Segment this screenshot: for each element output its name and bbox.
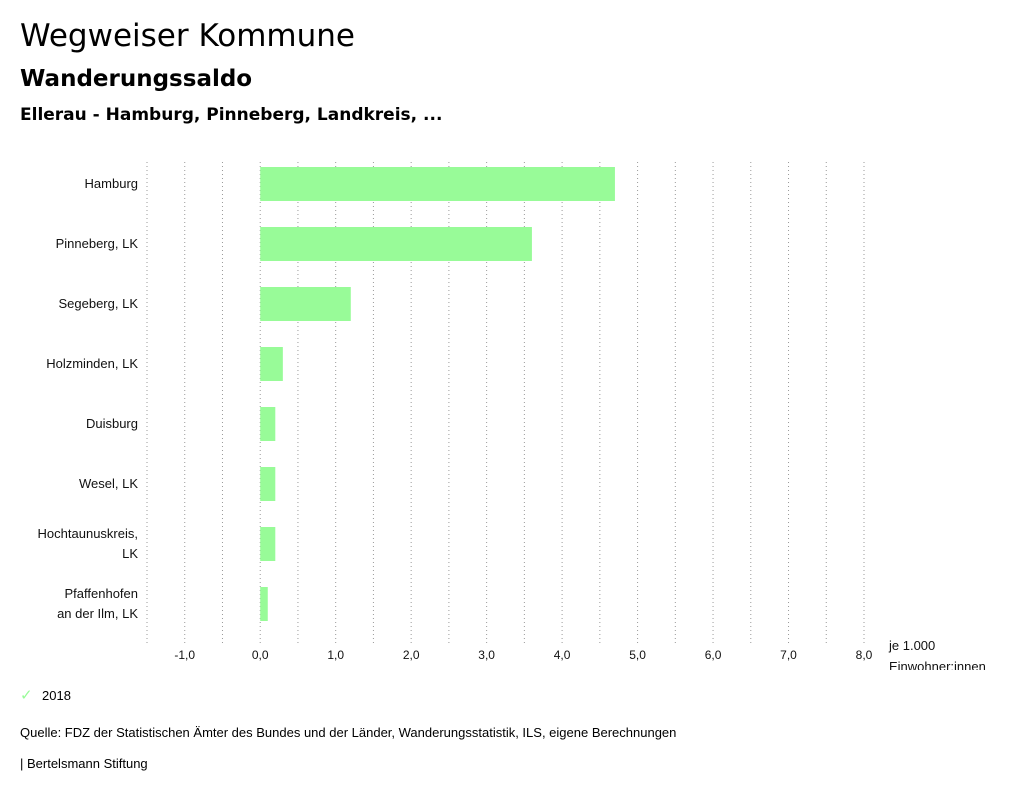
x-tick-label: 2,0	[403, 648, 420, 662]
credit-note: | Bertelsmann Stiftung	[20, 756, 148, 771]
unit-label-line: je 1.000	[888, 638, 935, 653]
x-tick-label: 7,0	[780, 648, 797, 662]
category-label: Hamburg	[85, 176, 138, 191]
unit-label: je 1.000 Einwohner:innen	[888, 638, 986, 670]
category-label: Pfaffenhofen an der Ilm, LK	[57, 586, 138, 621]
x-tick-label: 0,0	[252, 648, 269, 662]
bar-chart: Hamburg Pinneberg, LK Segeberg, LK Holzmind…	[38, 162, 986, 670]
x-tick-label: 1,0	[327, 648, 344, 662]
category-label: Holzminden, LK	[46, 356, 138, 371]
category-label: Duisburg	[86, 416, 138, 431]
bar-5	[260, 467, 276, 501]
bar-0	[260, 167, 615, 201]
x-tick-labels: -1,0 0,0 1,0 2,0 3,0 4,0 5,0 6,0 7,0 8,0	[174, 648, 872, 662]
x-tick-label: -1,0	[174, 648, 195, 662]
check-icon[interactable]: ✓	[20, 687, 33, 704]
bar-7	[260, 587, 268, 621]
region-label: Ellerau - Hamburg, Pinneberg, Landkreis,…	[20, 105, 443, 125]
category-label: Hochtaunuskreis, LK	[38, 526, 139, 561]
x-tick-label: 4,0	[554, 648, 571, 662]
category-label: Segeberg, LK	[58, 296, 138, 311]
unit-label-line: Einwohner:innen	[889, 659, 986, 670]
source-note: Quelle: FDZ der Statistischen Ämter des …	[20, 725, 677, 740]
legend-label: 2018	[42, 687, 71, 703]
x-tick-label: 3,0	[478, 648, 495, 662]
x-tick-label: 5,0	[629, 648, 646, 662]
bar-4	[260, 407, 276, 441]
bar-2	[260, 287, 351, 321]
bar-3	[260, 347, 283, 381]
bar-6	[260, 527, 276, 561]
category-labels: Hamburg Pinneberg, LK Segeberg, LK Holzmind…	[38, 176, 139, 621]
x-tick-label: 6,0	[705, 648, 722, 662]
chart-subtitle: Wanderungssaldo	[20, 66, 253, 92]
bar-1	[260, 227, 532, 261]
category-label: Wesel, LK	[79, 476, 138, 491]
page-title: Wegweiser Kommune	[20, 18, 355, 54]
legend[interactable]: ✓ 2018	[20, 686, 71, 704]
bars	[260, 167, 615, 621]
x-tick-label: 8,0	[856, 648, 873, 662]
category-label: Pinneberg, LK	[56, 236, 139, 251]
